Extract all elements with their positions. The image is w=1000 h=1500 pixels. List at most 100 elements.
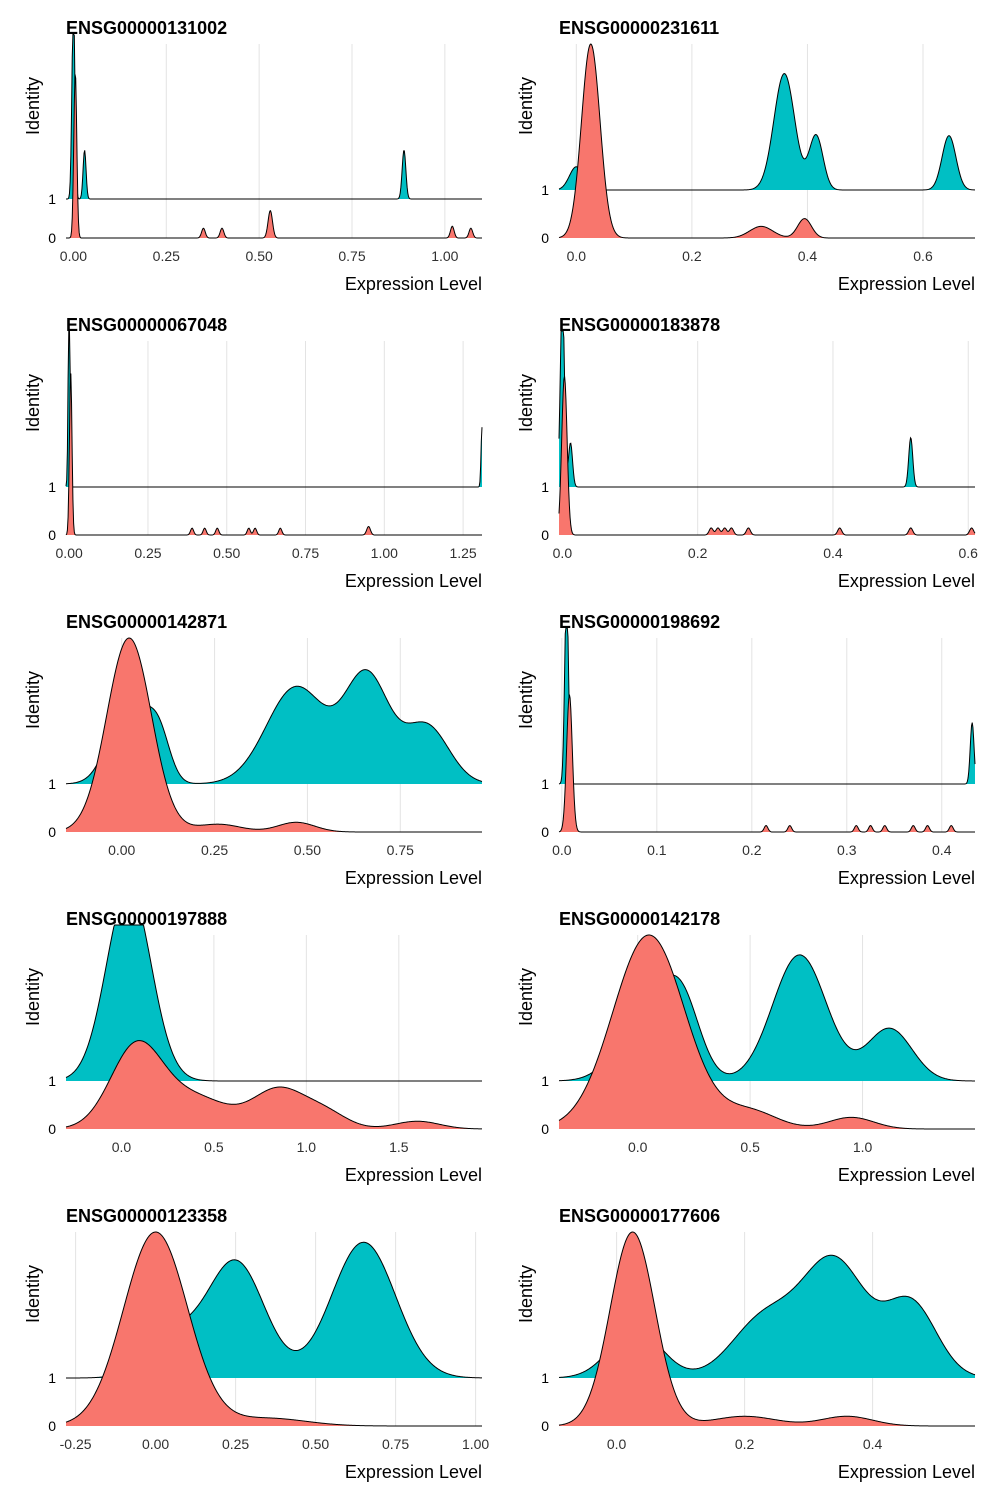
x-tick-label: 0.75 xyxy=(292,545,319,561)
x-tick-label: 0.75 xyxy=(338,248,365,264)
chart-title: ENSG00000142871 xyxy=(66,612,227,632)
x-axis-label: Expression Level xyxy=(838,274,975,294)
y-tick-label: 1 xyxy=(541,776,549,792)
x-tick-label: 0.0 xyxy=(112,1139,132,1155)
chart-title: ENSG00000177606 xyxy=(559,1206,720,1226)
x-tick-label: 0.4 xyxy=(798,248,818,264)
x-tick-label: 1.25 xyxy=(449,545,476,561)
chart-panel: ENSG00000067048 1 0 Identity 0.00 0.25 0.50 0.7… xyxy=(23,315,483,591)
ridge-identity-1 xyxy=(66,34,482,199)
ridge-identity-0-outline xyxy=(558,1231,975,1427)
ridge-identity-0-outline xyxy=(65,373,482,536)
chart-panel: ENSG00000131002 1 0 Identity 0.00 0.25 0.50 0.7… xyxy=(23,18,482,294)
y-tick-label: 0 xyxy=(48,1121,56,1137)
ridge-identity-1 xyxy=(66,331,482,487)
x-tick-label: 0.2 xyxy=(688,545,708,561)
x-tick-label: 0.00 xyxy=(60,248,87,264)
ridge-identity-1 xyxy=(66,669,482,784)
x-tick-label: 0.0 xyxy=(552,842,572,858)
ridge-identity-0-outline xyxy=(65,1231,482,1427)
ridge-identity-0 xyxy=(66,1232,482,1426)
y-axis-label: Identity xyxy=(516,374,536,432)
x-tick-label: 0.00 xyxy=(108,842,135,858)
x-tick-label: 0.50 xyxy=(294,842,321,858)
y-axis-label: Identity xyxy=(23,671,43,729)
y-tick-label: 1 xyxy=(48,191,56,207)
x-axis-label: Expression Level xyxy=(345,1462,482,1482)
y-tick-label: 0 xyxy=(541,1121,549,1137)
y-tick-label: 1 xyxy=(541,1370,549,1386)
y-tick-label: 1 xyxy=(48,1073,56,1089)
x-tick-label: 0.25 xyxy=(222,1436,249,1452)
chart-panel: ENSG00000198692 1 0 Identity 0.0 0.1 0.2 0.3 0.4… xyxy=(516,612,976,888)
x-tick-label: 0.1 xyxy=(647,842,667,858)
x-tick-label: 0.50 xyxy=(302,1436,329,1452)
x-axis-label: Expression Level xyxy=(838,1165,975,1185)
ridge-identity-1 xyxy=(559,1255,975,1378)
x-tick-label: 0.75 xyxy=(387,842,414,858)
ridge-identity-0-outline xyxy=(558,694,975,833)
x-tick-label: 0.6 xyxy=(959,545,979,561)
chart-panel: ENSG00000231611 1 0 Identity 0.0 0.2 0.4 0.6 Exp… xyxy=(516,18,976,294)
x-tick-label: -0.25 xyxy=(60,1436,92,1452)
x-tick-label: 0.0 xyxy=(567,248,587,264)
ridge-identity-1-outline xyxy=(558,627,976,785)
chart-panel: ENSG00000142871 1 0 Identity 0.00 0.25 0.50 0.7… xyxy=(23,612,483,888)
x-axis-label: Expression Level xyxy=(345,274,482,294)
y-axis-label: Identity xyxy=(23,77,43,135)
x-axis-label: Expression Level xyxy=(345,868,482,888)
ridge-identity-0-outline xyxy=(558,376,976,536)
x-tick-label: 0.4 xyxy=(932,842,952,858)
y-tick-label: 0 xyxy=(541,824,549,840)
ridge-identity-0 xyxy=(559,935,975,1129)
x-tick-label: 0.2 xyxy=(742,842,762,858)
ridge-identity-1-outline xyxy=(65,33,482,200)
x-axis-label: Expression Level xyxy=(345,571,482,591)
ridge-identity-0 xyxy=(66,373,482,535)
ridge-identity-1 xyxy=(559,73,975,190)
y-axis-label: Identity xyxy=(23,1265,43,1323)
y-tick-label: 0 xyxy=(48,824,56,840)
x-tick-label: 0.4 xyxy=(823,545,843,561)
y-axis-label: Identity xyxy=(23,374,43,432)
chart-title: ENSG00000131002 xyxy=(66,18,227,38)
x-tick-label: 0.6 xyxy=(913,248,933,264)
y-tick-label: 0 xyxy=(541,1418,549,1434)
x-tick-label: 0.25 xyxy=(153,248,180,264)
chart-title: ENSG00000198692 xyxy=(559,612,720,632)
ridge-identity-1 xyxy=(66,925,482,1081)
x-axis-label: Expression Level xyxy=(345,1165,482,1185)
x-axis-label: Expression Level xyxy=(838,868,975,888)
ridge-identity-0-outline xyxy=(66,74,482,239)
y-axis-label: Identity xyxy=(516,1265,536,1323)
ridge-identity-0 xyxy=(66,1040,482,1129)
x-tick-label: 0.0 xyxy=(628,1139,648,1155)
ridge-identity-0 xyxy=(66,74,482,239)
x-tick-label: 0.5 xyxy=(204,1139,224,1155)
y-tick-label: 0 xyxy=(48,1418,56,1434)
y-axis-label: Identity xyxy=(23,968,43,1026)
x-axis-label: Expression Level xyxy=(838,571,975,591)
x-tick-label: 0.25 xyxy=(201,842,228,858)
x-tick-label: 0.0 xyxy=(607,1436,627,1452)
x-tick-label: 1.0 xyxy=(297,1139,317,1155)
ridge-identity-0-outline xyxy=(558,43,975,239)
x-axis-label: Expression Level xyxy=(838,1462,975,1482)
ridge-identity-0-outline xyxy=(558,934,975,1130)
ridge-identity-0 xyxy=(559,694,975,832)
x-tick-label: 1.5 xyxy=(389,1139,409,1155)
x-tick-label: 0.2 xyxy=(735,1436,755,1452)
ridge-identity-1-outline xyxy=(558,330,975,488)
y-axis-label: Identity xyxy=(516,671,536,729)
x-tick-label: 0.0 xyxy=(553,545,573,561)
ridge-identity-1 xyxy=(559,628,975,784)
ridge-identity-0-outline xyxy=(65,1040,483,1130)
y-axis-label: Identity xyxy=(516,968,536,1026)
chart-title: ENSG00000067048 xyxy=(66,315,227,335)
ridge-identity-1-outline xyxy=(558,73,976,191)
x-tick-label: 1.00 xyxy=(462,1436,489,1452)
chart-panel: ENSG00000177606 1 0 Identity 0.0 0.2 0.4 Expres… xyxy=(516,1206,976,1482)
chart-title: ENSG00000123358 xyxy=(66,1206,227,1226)
x-tick-label: 1.0 xyxy=(853,1139,873,1155)
